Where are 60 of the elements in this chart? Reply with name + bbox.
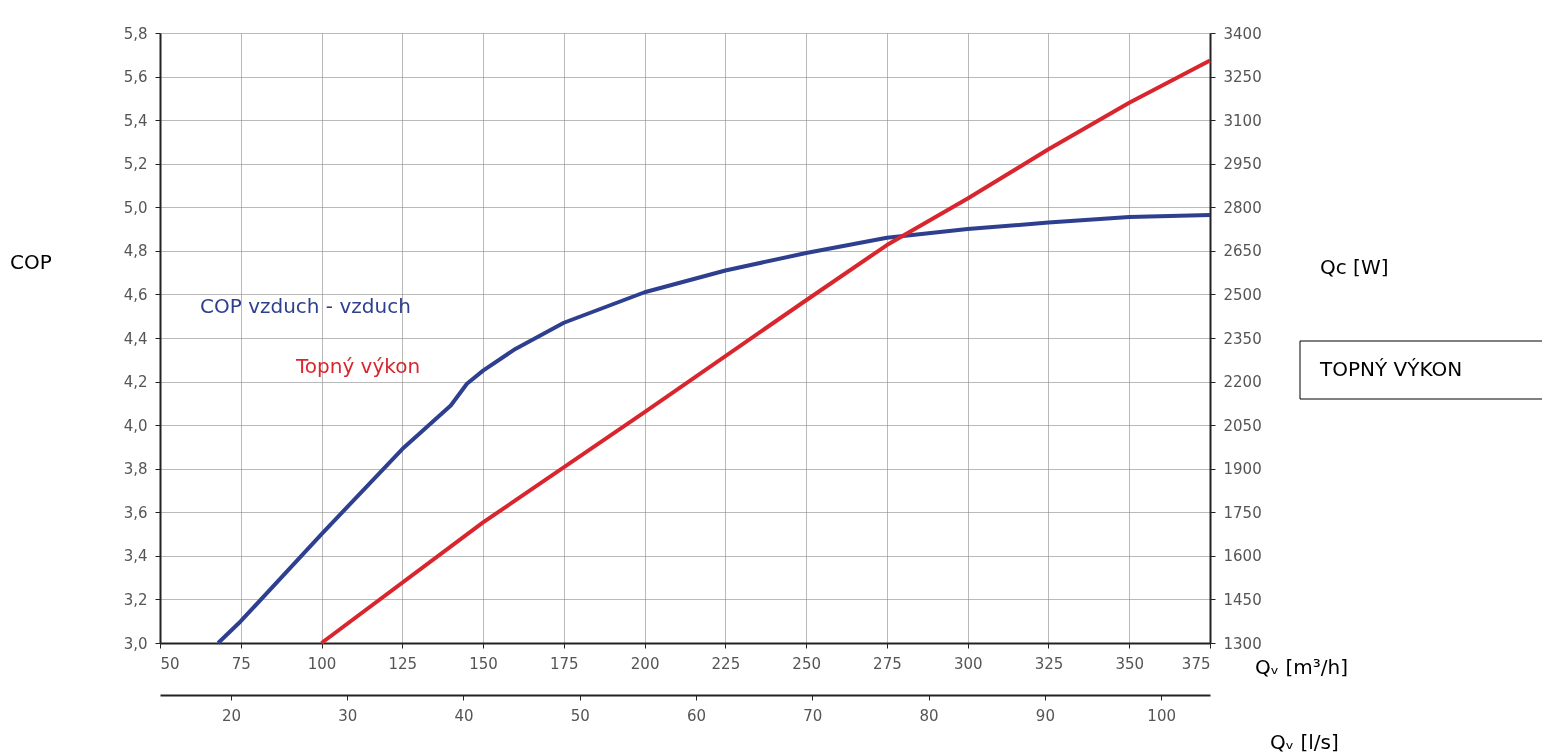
x-tick-label: 50 [160,654,180,673]
y-tick-label: 5,8 [123,24,148,43]
x2-tick-label: 70 [803,706,823,725]
y2-tick-label: 1600 [1223,547,1262,566]
y2-tick-label: 1750 [1223,503,1262,522]
x2-tick-label: 60 [687,706,707,725]
y2-tick-label: 2500 [1223,285,1262,304]
y-tick-label: 3,6 [123,503,148,522]
x2-tick-label: 30 [338,706,358,725]
x-axis-title: Qᵥ [m³/h] [1255,655,1348,679]
x-tick-label: 175 [550,654,579,673]
y-axis-title: COP [10,250,52,274]
y2-axis-title: Qc [W] [1320,255,1389,279]
y2-tick-label: 2650 [1223,242,1262,261]
y2-tick-label: 3400 [1223,24,1262,43]
x-tick-label: 200 [630,654,660,673]
y2-tick-label: 3250 [1223,68,1262,87]
y2-tick-label: 2950 [1223,155,1262,174]
text: COP vzduch - vzduch [200,294,411,318]
x-tick-label: 375 [1181,654,1211,673]
y-tick-label: 3,0 [123,634,148,653]
y-tick-label: 3,2 [123,590,148,609]
y2-tick-label: 2800 [1223,198,1262,217]
text: Topný výkon [295,354,421,378]
x2-axis-title: Qᵥ [l/s] [1270,730,1339,754]
y-tick-label: 5,6 [123,68,148,87]
x2-tick-label: 50 [570,706,590,725]
y2-tick-label: 2200 [1223,373,1262,392]
x2-tick-label: 20 [221,706,241,725]
y-tick-label: 5,0 [123,198,148,217]
y2-tick-label: 1450 [1223,590,1262,609]
x-tick-label: 75 [231,654,251,673]
x-tick-label: 350 [1115,654,1145,673]
y-tick-label: 5,4 [123,111,148,130]
x2-tick-label: 100 [1147,706,1176,725]
y2-tick-label: 1300 [1223,634,1262,653]
y2-tick-label: 3100 [1223,111,1262,130]
x-tick-label: 150 [469,654,498,673]
y-tick-label: 3,8 [123,460,148,479]
x-tick-label: 275 [873,654,902,673]
y-tick-label: 4,0 [123,416,148,435]
x-tick-label: 225 [711,654,741,673]
y-tick-label: 3,4 [123,547,148,566]
x2-tick-label: 80 [919,706,939,725]
y-tick-label: 4,8 [123,242,148,261]
y2-tick-label: 1900 [1223,460,1262,479]
x-tick-label: 325 [1034,654,1064,673]
text: TOPNÝ VÝKON [1319,357,1463,381]
y2-tick-label: 2350 [1223,329,1262,348]
x-tick-label: 125 [388,654,418,673]
y-tick-label: 4,4 [123,329,148,348]
y-tick-label: 4,2 [123,373,148,392]
x-tick-label: 300 [953,654,983,673]
x-tick-label: 100 [307,654,337,673]
y-tick-label: 5,2 [123,155,148,174]
x2-tick-label: 90 [1035,706,1055,725]
x-tick-label: 250 [792,654,821,673]
x2-tick-label: 40 [454,706,474,725]
y2-tick-label: 2050 [1223,416,1262,435]
y-tick-label: 4,6 [123,285,148,304]
